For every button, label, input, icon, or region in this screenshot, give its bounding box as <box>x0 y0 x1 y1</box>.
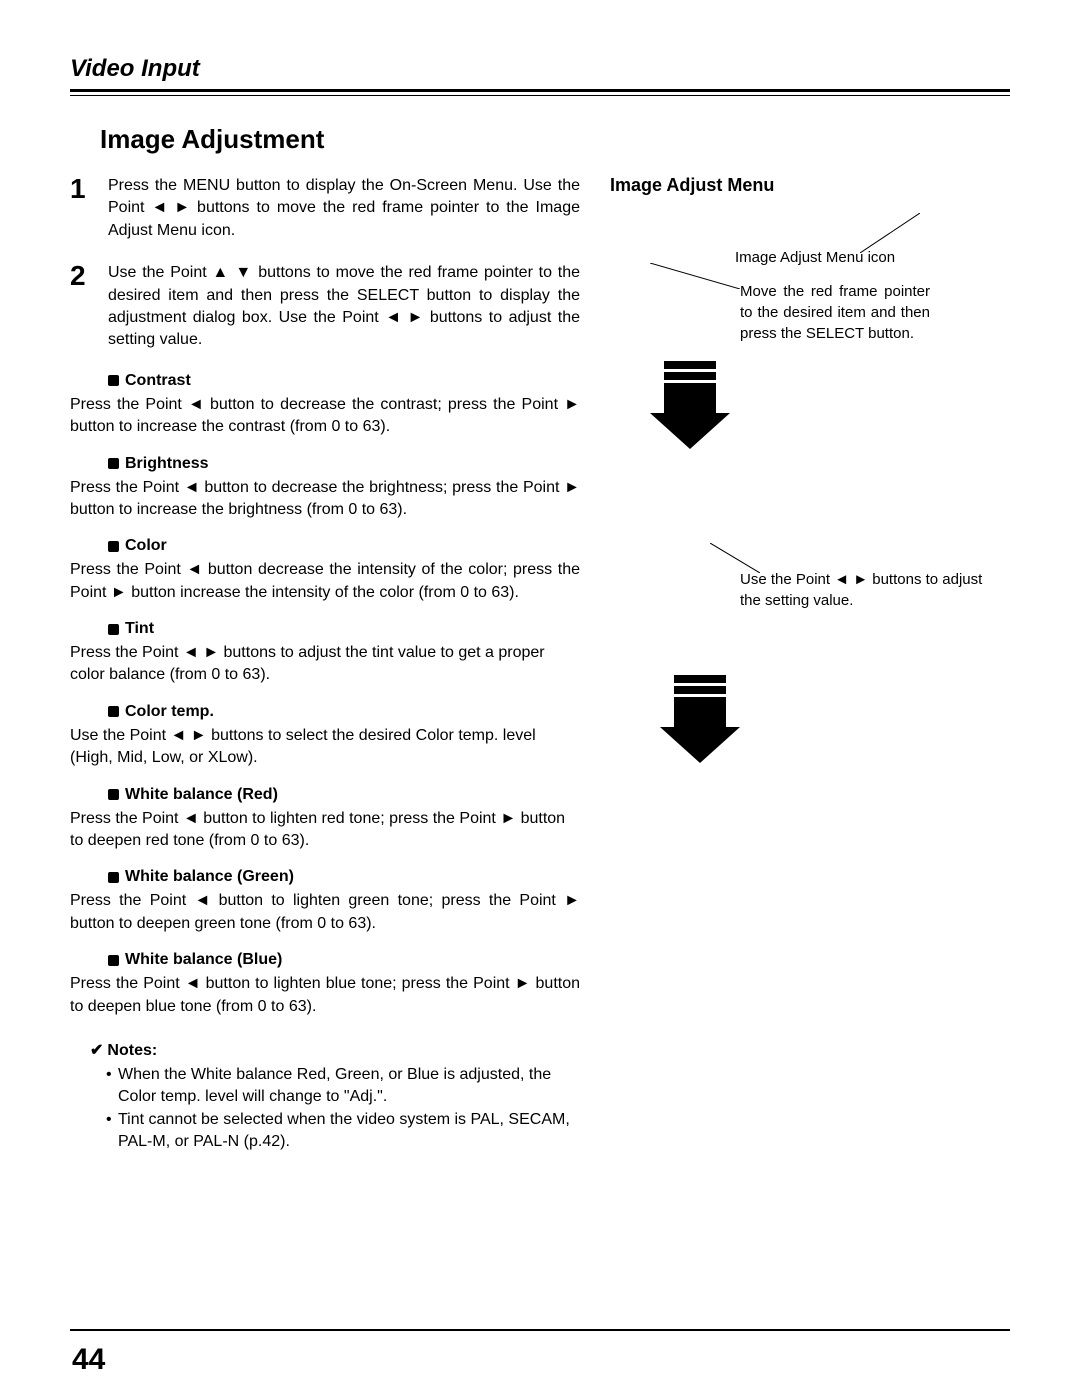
param-title-text: White balance (Blue) <box>125 951 282 969</box>
param-color: Color Press the Point ◄ button decrease … <box>108 537 580 604</box>
param-title-text: Contrast <box>125 372 191 390</box>
down-arrow-icon <box>660 675 740 763</box>
params-group: Contrast Press the Point ◄ button to dec… <box>108 372 580 1018</box>
param-icon <box>108 624 119 635</box>
param-icon <box>108 375 119 386</box>
right-panel-title: Image Adjust Menu <box>610 175 1010 196</box>
down-arrow-icon <box>650 361 730 449</box>
left-column: 1 Press the MENU button to display the O… <box>70 175 580 1154</box>
param-icon <box>108 458 119 469</box>
page-title: Image Adjustment <box>100 124 1010 155</box>
check-icon: ✔ <box>90 1042 103 1059</box>
param-title-text: Brightness <box>125 455 209 473</box>
step-text: Use the Point ▲ ▼ buttons to move the re… <box>108 262 580 352</box>
param-desc: Press the Point ◄ ► buttons to adjust th… <box>70 642 580 687</box>
note-item: Tint cannot be selected when the video s… <box>106 1109 580 1154</box>
param-desc: Press the Point ◄ button decrease the in… <box>70 559 580 604</box>
param-contrast: Contrast Press the Point ◄ button to dec… <box>108 372 580 439</box>
note-item: When the White balance Red, Green, or Bl… <box>106 1064 580 1109</box>
param-title-text: White balance (Green) <box>125 868 294 886</box>
page-number: 44 <box>72 1343 105 1377</box>
param-title-text: Tint <box>125 620 154 638</box>
param-icon <box>108 541 119 552</box>
param-desc: Press the Point ◄ button to lighten gree… <box>70 890 580 935</box>
param-icon <box>108 955 119 966</box>
step-1: 1 Press the MENU button to display the O… <box>70 175 580 242</box>
param-icon <box>108 706 119 717</box>
param-wb-blue: White balance (Blue) Press the Point ◄ b… <box>108 951 580 1018</box>
param-brightness: Brightness Press the Point ◄ button to d… <box>108 455 580 522</box>
notes-title: Notes: <box>107 1042 157 1059</box>
param-desc: Press the Point ◄ button to decrease the… <box>70 394 580 439</box>
param-desc: Press the Point ◄ button to lighten red … <box>70 808 580 853</box>
footer-rule <box>70 1329 1010 1331</box>
step-text: Press the MENU button to display the On-… <box>108 175 580 242</box>
param-title-text: White balance (Red) <box>125 786 278 804</box>
param-wb-green: White balance (Green) Press the Point ◄ … <box>108 868 580 935</box>
callout-select-hint: Move the red frame pointer to the desire… <box>740 281 930 344</box>
step-number: 2 <box>70 262 108 352</box>
section-header: Video Input <box>70 55 1010 83</box>
callout-adjust-hint: Use the Point ◄ ► buttons to adjust the … <box>740 569 990 611</box>
callout-line-frame <box>650 263 740 289</box>
step-number: 1 <box>70 175 108 242</box>
header-rule <box>70 89 1010 96</box>
param-icon <box>108 789 119 800</box>
param-color-temp: Color temp. Use the Point ◄ ► buttons to… <box>108 703 580 770</box>
param-desc: Press the Point ◄ button to decrease the… <box>70 477 580 522</box>
param-icon <box>108 872 119 883</box>
param-title-text: Color <box>125 537 167 555</box>
param-desc: Press the Point ◄ button to lighten blue… <box>70 973 580 1018</box>
step-2: 2 Use the Point ▲ ▼ buttons to move the … <box>70 262 580 352</box>
right-column: Image Adjust Menu Image Adjust Menu icon… <box>610 175 1010 252</box>
param-desc: Use the Point ◄ ► buttons to select the … <box>70 725 580 770</box>
param-wb-red: White balance (Red) Press the Point ◄ bu… <box>108 786 580 853</box>
callout-icon-label: Image Adjust Menu icon <box>735 247 895 268</box>
param-tint: Tint Press the Point ◄ ► buttons to adju… <box>108 620 580 687</box>
param-title-text: Color temp. <box>125 703 214 721</box>
notes-block: ✔Notes: When the White balance Red, Gree… <box>90 1040 580 1154</box>
